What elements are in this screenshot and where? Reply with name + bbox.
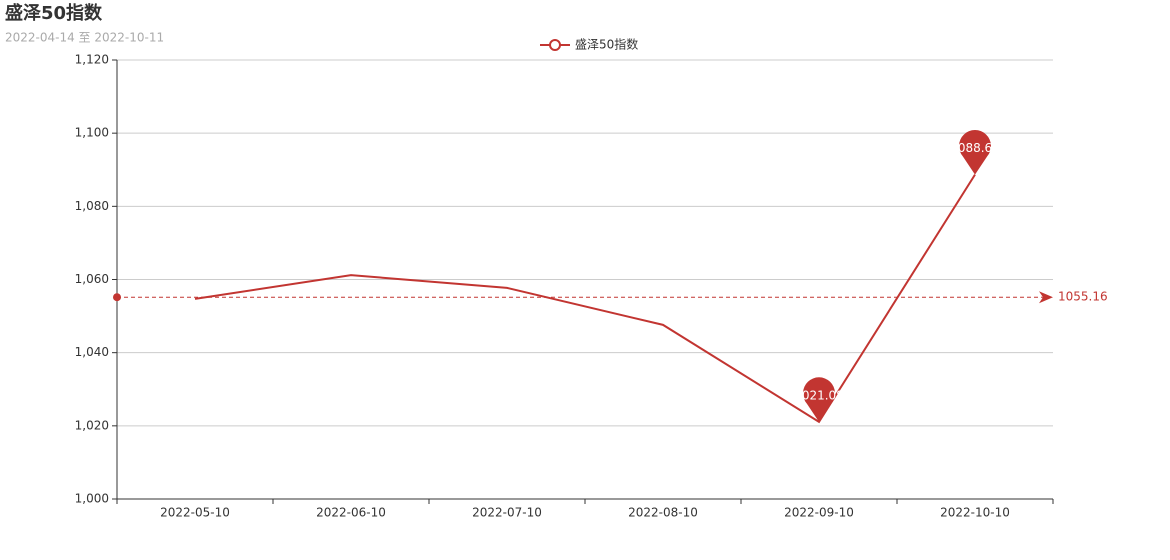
x-tick-label: 2022-08-10 <box>628 506 698 520</box>
y-tick-label: 1,080 <box>75 199 109 213</box>
pin <box>958 130 992 175</box>
y-tick-label: 1,060 <box>75 272 109 286</box>
average-arrow <box>1039 291 1053 304</box>
pin <box>802 377 835 422</box>
y-tick-label: 1,100 <box>75 126 109 140</box>
x-tick-label: 2022-07-10 <box>472 506 542 520</box>
x-tick-label: 2022-09-10 <box>784 506 854 520</box>
chart-subtitle: 2022-04-14 至 2022-10-11 <box>5 31 164 45</box>
chart-title: 盛泽50指数 <box>5 2 103 24</box>
pin-label: 1088.67 <box>950 141 1000 155</box>
pin-label: 1021.08 <box>794 388 844 402</box>
line <box>194 174 976 424</box>
x-tick-label: 2022-10-10 <box>940 506 1010 520</box>
x-tick-label: 2022-05-10 <box>160 506 230 520</box>
y-tick-label: 1,040 <box>75 345 109 359</box>
y-tick-label: 1,120 <box>75 53 109 67</box>
legend-symbol <box>549 39 561 51</box>
y-tick-label: 1,020 <box>75 418 109 432</box>
y-tick-label: 1,000 <box>75 492 109 506</box>
x-tick-label: 2022-06-10 <box>316 506 386 520</box>
legend-label: 盛泽50指数 <box>575 37 638 52</box>
average-label: 1055.16 <box>1058 290 1108 304</box>
